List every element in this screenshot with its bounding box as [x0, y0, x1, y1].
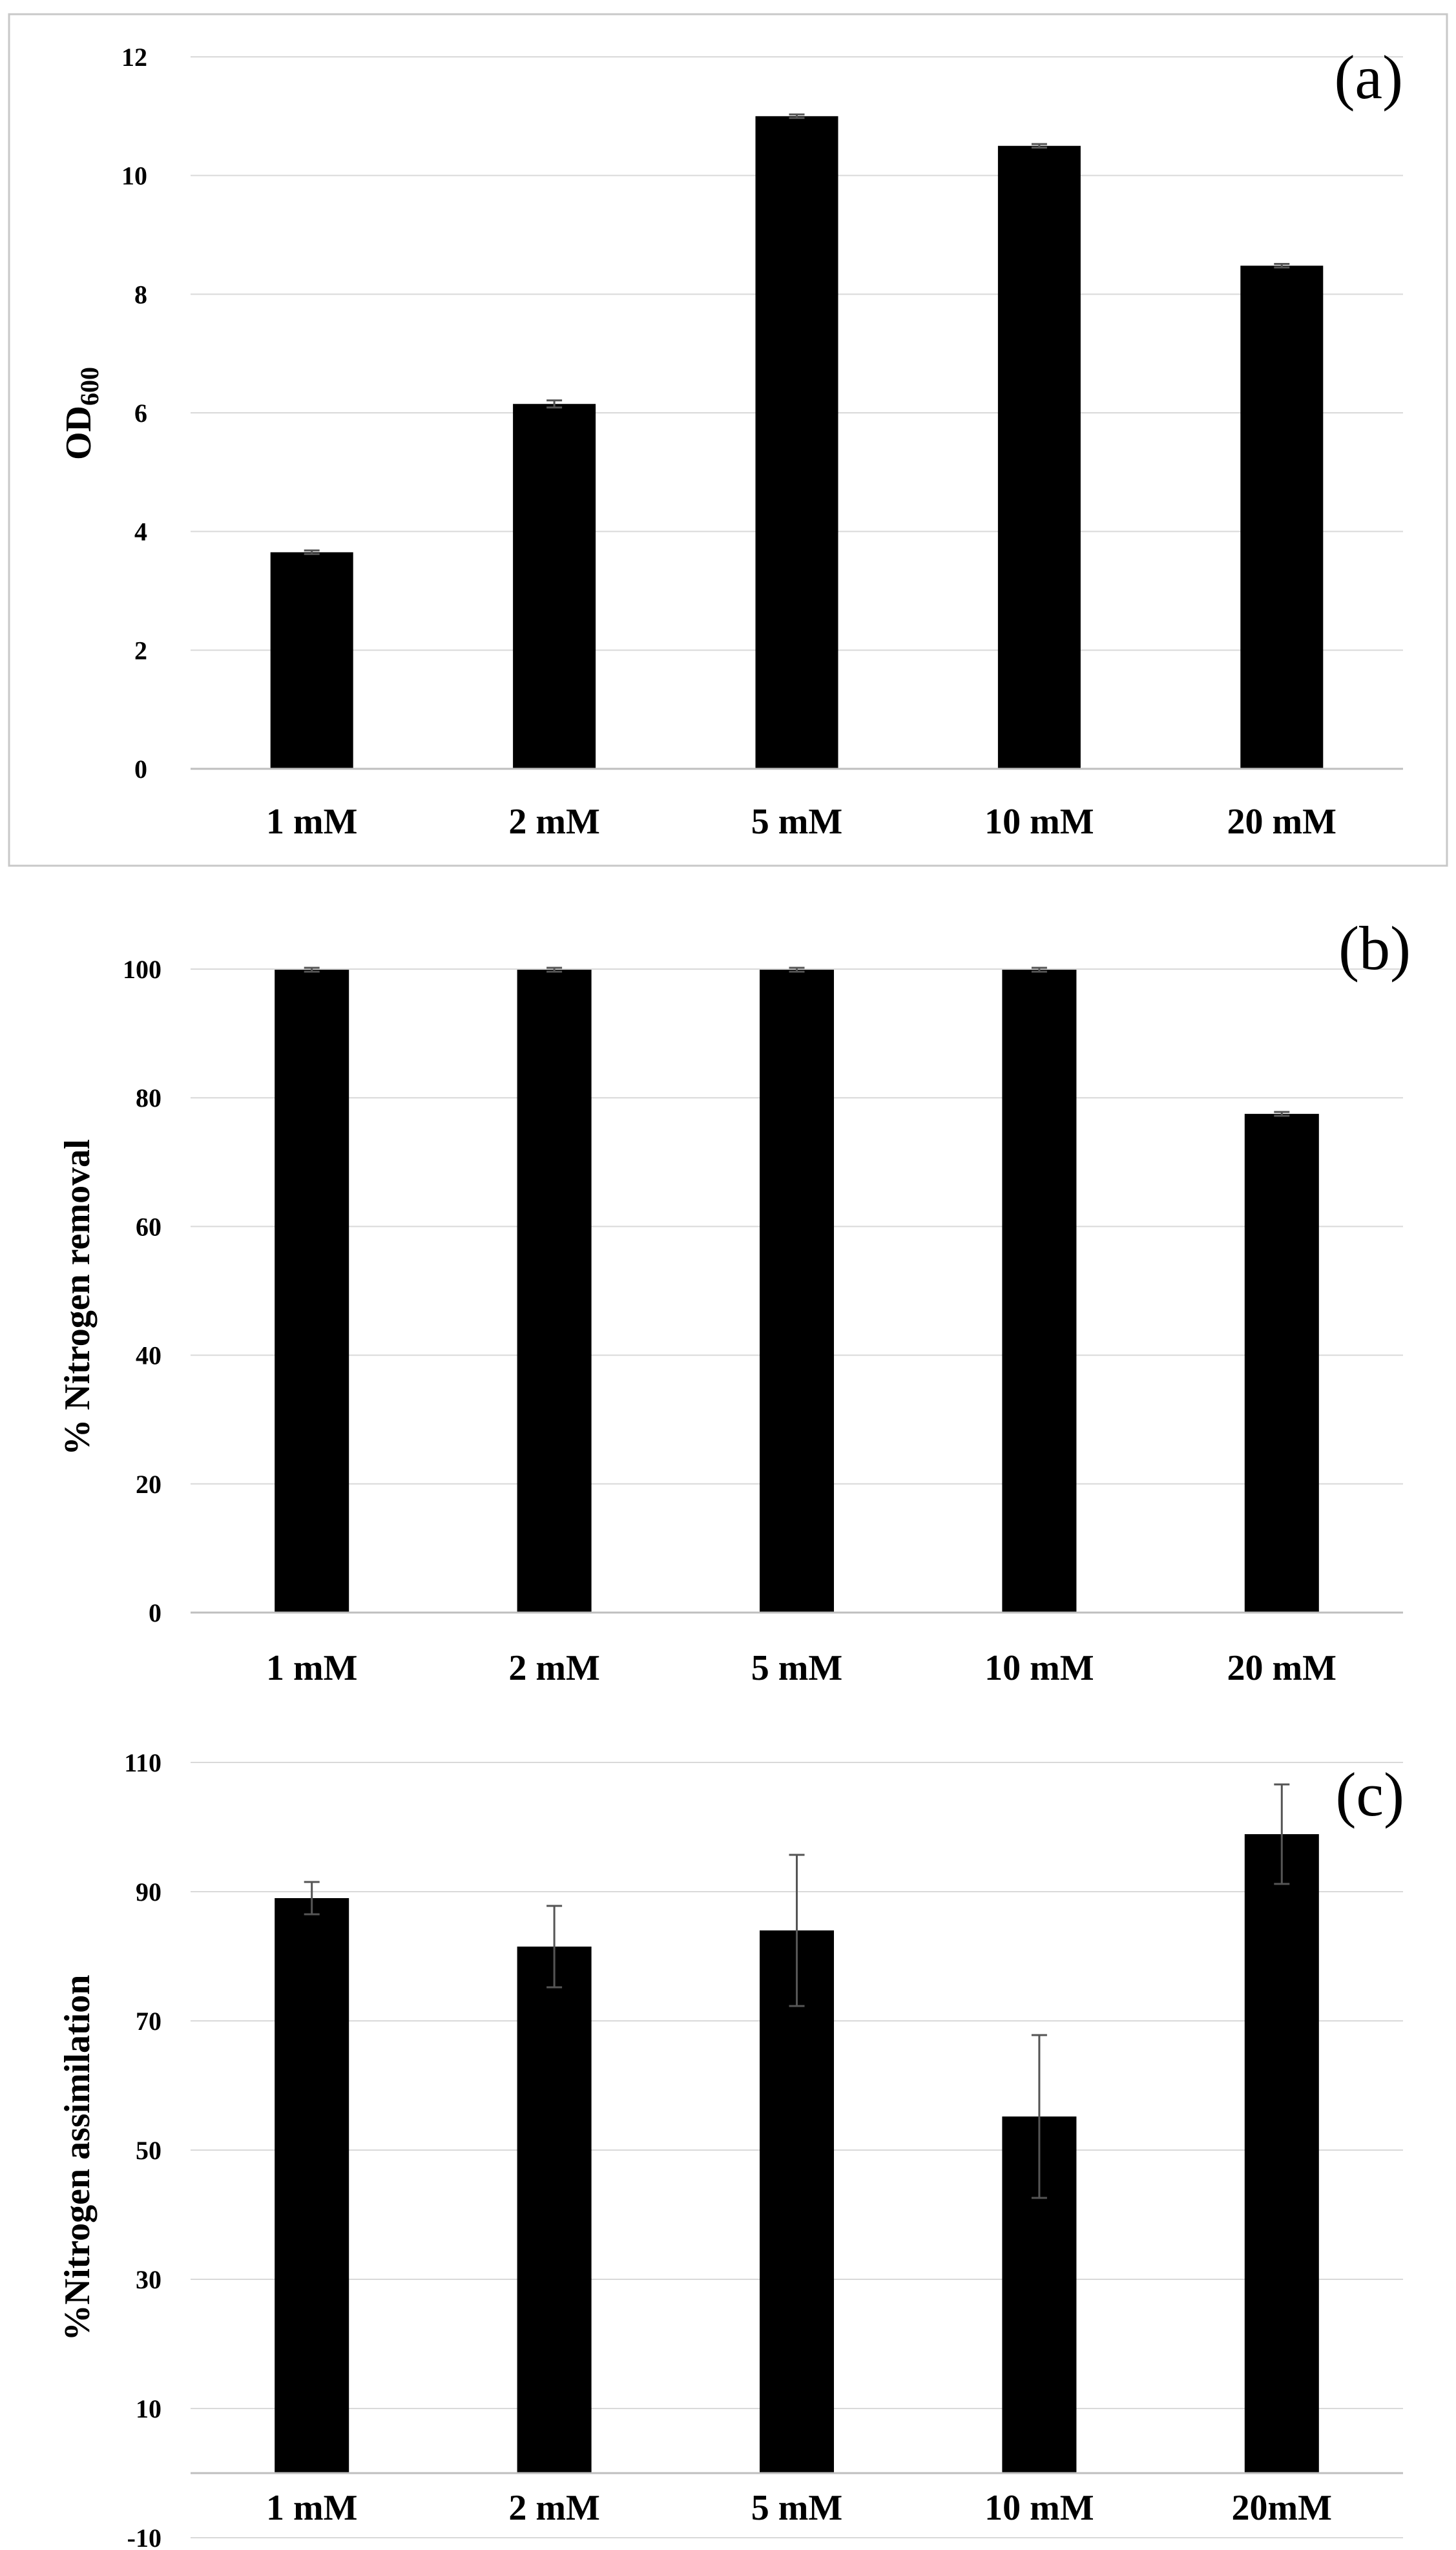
- category-label: 10 mM: [984, 802, 1094, 842]
- bar: [1002, 969, 1077, 1613]
- error-bar: [304, 549, 320, 556]
- bar: [1240, 266, 1324, 769]
- y-axis-label-subscript: 600: [75, 367, 104, 406]
- y-tick-label: 0: [134, 755, 147, 784]
- bar: [513, 404, 596, 769]
- category-label: 20 mM: [1227, 1648, 1337, 1688]
- y-tick-label: 4: [134, 517, 147, 547]
- y-tick-label: 110: [124, 1748, 161, 1777]
- panel-label: (b): [1338, 914, 1411, 983]
- bar: [755, 116, 838, 769]
- y-axis-label-main: OD: [59, 406, 99, 460]
- category-label: 2 mM: [508, 1648, 600, 1688]
- bar: [270, 552, 353, 769]
- bar: [997, 145, 1081, 769]
- chart-panel-a: 0 2 4 6 8 10 12 1 mM 2 mM 5 mM 10 mM 20 mM OD600 (…: [8, 13, 1448, 867]
- y-tick-label: 0: [149, 1598, 161, 1627]
- y-tick-label: 90: [136, 1877, 161, 1907]
- y-tick-label: 40: [136, 1341, 161, 1370]
- bar: [760, 1930, 834, 2473]
- y-tick-labels: 0 20 40 60 80 100: [123, 955, 161, 1627]
- bars: [275, 1834, 1319, 2473]
- y-tick-label: 8: [134, 280, 147, 309]
- chart-panel-c: -10 10 30 50 70 90 110 1 mM 2 mM 5 mM 10 mM 20mM %…: [57, 1748, 1404, 2550]
- error-bar: [304, 967, 320, 973]
- bar: [760, 969, 834, 1613]
- error-bar: [1274, 262, 1290, 269]
- panel-label: (c): [1335, 1760, 1404, 1829]
- y-tick-label: 70: [136, 2007, 161, 2036]
- error-bars: [304, 967, 1290, 1117]
- category-label: 20mM: [1232, 2488, 1333, 2528]
- category-label: 1 mM: [266, 2488, 358, 2528]
- y-tick-label: 12: [121, 43, 147, 72]
- y-tick-label: 100: [123, 955, 161, 984]
- category-label: 1 mM: [266, 802, 358, 842]
- y-axis-label: %Nitrogen assimilation: [57, 1975, 98, 2341]
- error-bar: [1031, 2034, 1047, 2199]
- category-labels: 1 mM 2 mM 5 mM 10 mM 20mM: [266, 2488, 1332, 2528]
- y-tick-label: 10: [136, 2394, 161, 2423]
- bar: [1244, 1114, 1319, 1613]
- chart-frame: [8, 13, 1448, 867]
- y-tick-label: 2: [134, 636, 147, 665]
- error-bar: [304, 1881, 320, 1916]
- category-label: 5 mM: [751, 1648, 843, 1688]
- y-tick-label: 60: [136, 1212, 161, 1241]
- error-bar: [1031, 967, 1047, 973]
- error-bar: [546, 399, 563, 409]
- category-label: 2 mM: [508, 802, 600, 842]
- error-bars: [304, 1783, 1290, 2199]
- y-tick-label: 30: [136, 2265, 161, 2294]
- category-labels: 1 mM 2 mM 5 mM 10 mM 20 mM: [266, 802, 1336, 842]
- y-tick-label: 50: [136, 2136, 161, 2165]
- y-tick-label: 80: [136, 1083, 161, 1113]
- bars: [270, 116, 1324, 769]
- chart-panel-b: 0 20 40 60 80 100 1 mM 2 mM 5 mM 10 mM 20 mM % Ni…: [57, 914, 1411, 1688]
- error-bar: [1274, 1783, 1290, 1885]
- bar: [275, 969, 349, 1613]
- error-bar: [1274, 1111, 1290, 1117]
- y-tick-label: 6: [134, 399, 147, 428]
- category-label: 5 mM: [751, 802, 843, 842]
- error-bar: [546, 967, 563, 973]
- error-bar: [1031, 143, 1047, 149]
- y-tick-labels: 0 2 4 6 8 10 12: [121, 43, 147, 784]
- bar: [517, 969, 592, 1613]
- y-axis-label: % Nitrogen removal: [57, 1139, 98, 1455]
- category-labels: 1 mM 2 mM 5 mM 10 mM 20 mM: [266, 1648, 1336, 1688]
- category-label: 5 mM: [751, 2488, 843, 2528]
- category-label: 20 mM: [1227, 802, 1337, 842]
- category-label: 1 mM: [266, 1648, 358, 1688]
- y-axis-label: OD600: [59, 367, 104, 460]
- y-tick-labels: -10 10 30 50 70 90 110: [124, 1748, 161, 2550]
- error-bars: [304, 113, 1290, 556]
- error-bar: [789, 1854, 805, 2007]
- y-tick-label: 20: [136, 1470, 161, 1499]
- category-label: 2 mM: [508, 2488, 600, 2528]
- error-bar: [546, 1905, 563, 1989]
- bar: [1244, 1834, 1319, 2473]
- y-tick-label: -10: [127, 2524, 161, 2550]
- category-label: 10 mM: [984, 2488, 1094, 2528]
- bars: [275, 969, 1319, 1613]
- panel-label: (a): [1334, 43, 1403, 112]
- error-bar: [789, 967, 805, 973]
- y-tick-label: 10: [121, 162, 147, 191]
- bar: [275, 1898, 349, 2473]
- bar: [517, 1947, 592, 2473]
- category-label: 10 mM: [984, 1648, 1094, 1688]
- error-bar: [789, 113, 805, 120]
